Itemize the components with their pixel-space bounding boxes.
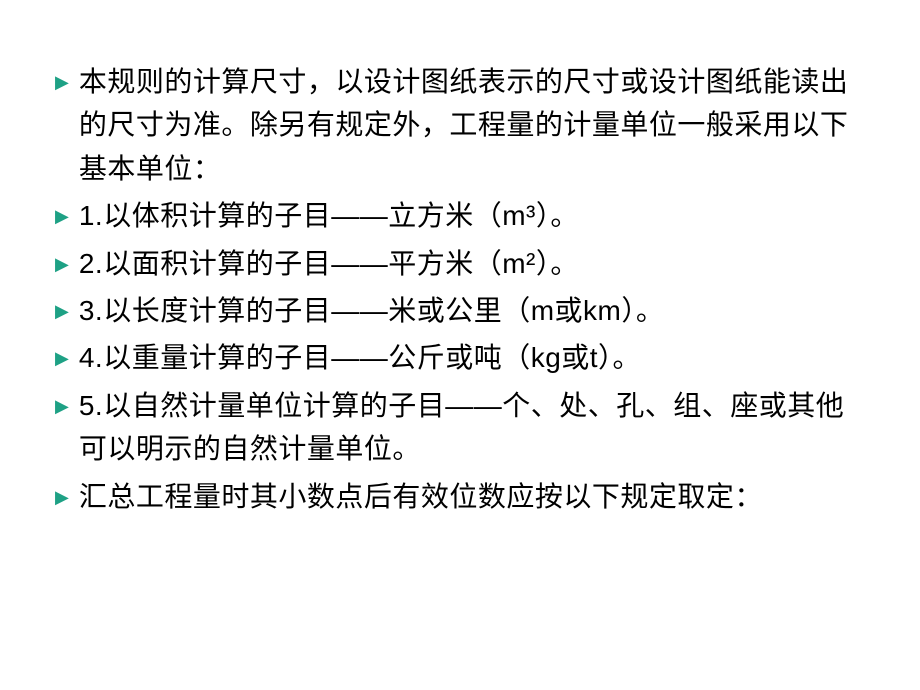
bullet-item: ▶ 本规则的计算尺寸，以设计图纸表示的尺寸或设计图纸能读出的尺寸为准。除另有规定… (55, 60, 865, 190)
bullet-marker-icon: ▶ (55, 393, 69, 421)
bullet-marker-icon: ▶ (55, 484, 69, 512)
bullet-item: ▶ 汇总工程量时其小数点后有效位数应按以下规定取定： (55, 475, 865, 518)
bullet-item: ▶ 1.以体积计算的子目——立方米（m³）。 (55, 194, 865, 237)
bullet-text: 2.以面积计算的子目——平方米（m²）。 (79, 242, 579, 285)
bullet-text: 4.以重量计算的子目——公斤或吨（kg或t）。 (79, 336, 641, 379)
bullet-marker-icon: ▶ (55, 69, 69, 97)
bullet-text: 1.以体积计算的子目——立方米（m³）。 (79, 194, 579, 237)
bullet-item: ▶ 5.以自然计量单位计算的子目——个、处、孔、组、座或其他可以明示的自然计量单… (55, 384, 865, 471)
bullet-marker-icon: ▶ (55, 203, 69, 231)
bullet-marker-icon: ▶ (55, 345, 69, 373)
bullet-text: 3.以长度计算的子目——米或公里（m或km）。 (79, 289, 665, 332)
bullet-text: 5.以自然计量单位计算的子目——个、处、孔、组、座或其他可以明示的自然计量单位。 (79, 384, 865, 471)
bullet-item: ▶ 3.以长度计算的子目——米或公里（m或km）。 (55, 289, 865, 332)
bullet-marker-icon: ▶ (55, 298, 69, 326)
bullet-text: 本规则的计算尺寸，以设计图纸表示的尺寸或设计图纸能读出的尺寸为准。除另有规定外，… (79, 60, 865, 190)
bullet-item: ▶ 2.以面积计算的子目——平方米（m²）。 (55, 242, 865, 285)
bullet-marker-icon: ▶ (55, 251, 69, 279)
bullet-text: 汇总工程量时其小数点后有效位数应按以下规定取定： (79, 475, 763, 518)
bullet-item: ▶ 4.以重量计算的子目——公斤或吨（kg或t）。 (55, 336, 865, 379)
